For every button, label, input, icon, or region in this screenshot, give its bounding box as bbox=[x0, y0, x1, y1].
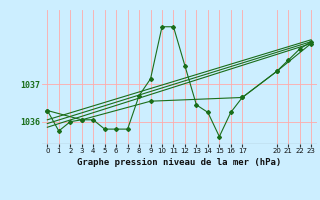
X-axis label: Graphe pression niveau de la mer (hPa): Graphe pression niveau de la mer (hPa) bbox=[77, 158, 281, 167]
